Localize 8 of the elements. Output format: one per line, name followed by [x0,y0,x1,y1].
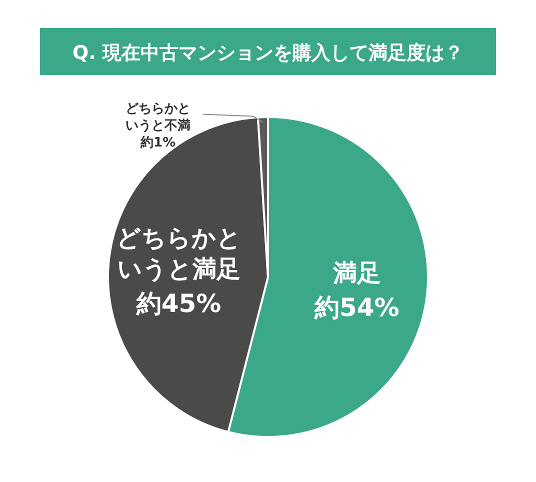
data-label: 約1% [140,135,176,150]
slice-label: どちらかというと満足 [116,224,242,283]
data-label: 約45% [135,288,222,318]
title: Q. 現在中古マンションを購入して満足度は？ [40,28,496,75]
chart-title: Q. 現在中古マンションを購入して満足度は？ [72,42,464,64]
slice-label: どちらかというと不満 [126,101,191,134]
slice-label: 満足 [332,259,381,288]
data-label: 約54% [313,293,400,322]
